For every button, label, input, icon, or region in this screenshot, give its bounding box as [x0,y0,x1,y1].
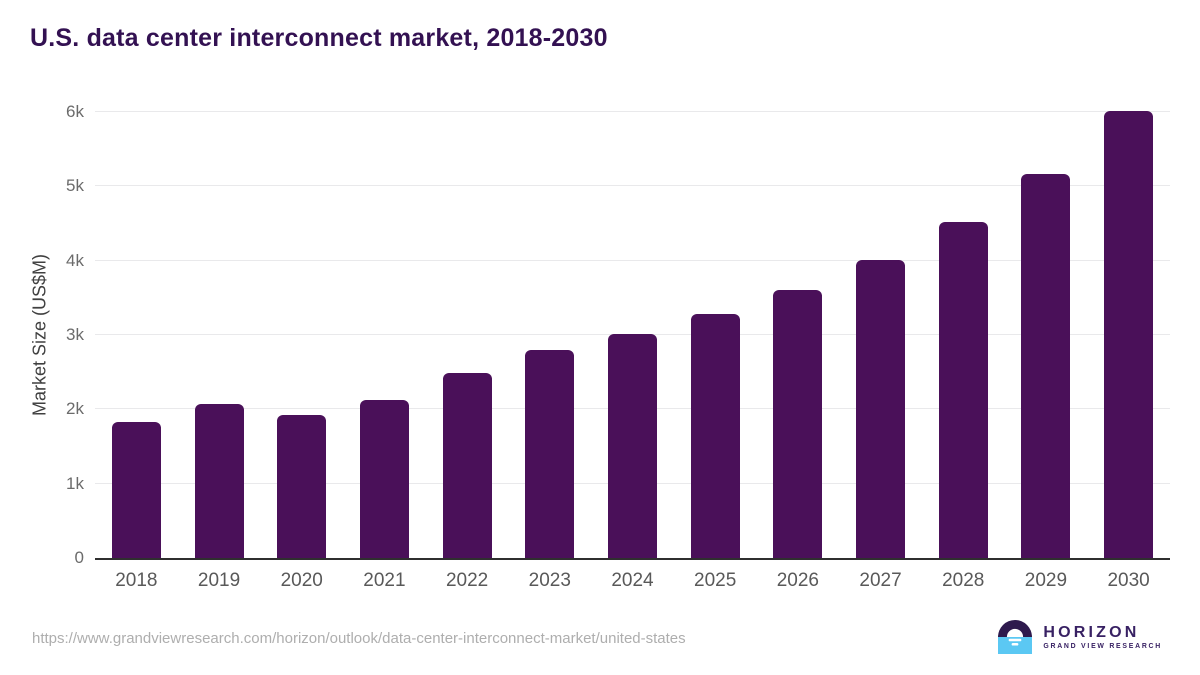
gridline-4k [95,259,1170,261]
bars-container [95,110,1170,558]
bar-2022[interactable] [442,372,492,558]
x-tick-label-2027: 2027 [859,570,902,591]
bar-column-2019 [178,112,261,558]
bar-2018[interactable] [111,421,161,558]
x-tick-label-2022: 2022 [445,570,489,591]
logo-text: HORIZON GRAND VIEW RESEARCH [1043,624,1162,651]
x-tick-label-2025: 2025 [694,570,737,591]
bar-2026[interactable] [773,290,823,558]
gridline-5k [95,185,1170,187]
logo-subtitle: GRAND VIEW RESEARCH [1043,643,1162,651]
bar-column-2026 [757,112,840,558]
bar-2025[interactable] [690,314,740,558]
x-tick-label-2026: 2026 [776,570,819,591]
y-tick-label-4k: 4k [66,250,84,270]
x-tick-label-2030: 2030 [1107,570,1150,591]
bar-column-2022 [426,112,509,558]
bar-column-2018 [95,112,178,558]
x-tick-label-2024: 2024 [611,570,654,591]
bar-column-2023 [508,112,591,558]
bar-2019[interactable] [194,404,244,558]
bar-2023[interactable] [525,349,575,558]
x-tick-label-2023: 2023 [528,570,571,591]
x-tick-label-2020: 2020 [280,570,323,591]
bar-column-2027 [839,112,922,558]
bar-2030[interactable] [1104,110,1154,558]
y-axis-ticks: 0 1k 2k 3k 4k 5k 6k [0,102,84,567]
x-tick-label-2028: 2028 [942,570,985,591]
y-tick-label-5k: 5k [66,176,84,196]
bar-2021[interactable] [359,400,409,558]
bar-column-2025 [674,112,757,558]
chart-title: U.S. data center interconnect market, 20… [30,24,608,52]
bar-column-2028 [922,112,1005,558]
bar-column-2021 [343,112,426,558]
bar-column-2029 [1005,112,1088,558]
bar-2029[interactable] [1021,173,1071,558]
bar-column-2030 [1087,110,1170,558]
logo-name: HORIZON [1043,623,1140,641]
y-tick-label-0: 0 [74,548,84,567]
horizon-logo-icon [998,620,1033,654]
x-axis-labels: 2018 2019 2020 2021 2022 2023 2024 2025 2026 2027… [95,570,1170,592]
x-tick-label-2021: 2021 [363,570,406,591]
bar-2020[interactable] [277,414,327,558]
y-tick-label-2k: 2k [66,399,84,419]
bar-column-2024 [591,112,674,558]
y-tick-label-3k: 3k [66,325,84,344]
y-tick-label-1k: 1k [66,473,84,493]
bar-column-2020 [260,112,343,558]
x-tick-label-2019: 2019 [197,570,241,591]
y-tick-label-6k: 6k [66,102,84,121]
x-tick-label-2029: 2029 [1024,570,1068,591]
source-url: https://www.grandviewresearch.com/horizo… [32,630,686,647]
bar-2027[interactable] [856,259,906,558]
plot-area [95,110,1170,560]
bar-2028[interactable] [938,222,988,558]
bar-2024[interactable] [607,333,657,558]
x-tick-label-2018: 2018 [115,570,158,591]
horizon-logo: HORIZON GRAND VIEW RESEARCH [998,620,1162,654]
gridline-6k [95,111,1170,112]
